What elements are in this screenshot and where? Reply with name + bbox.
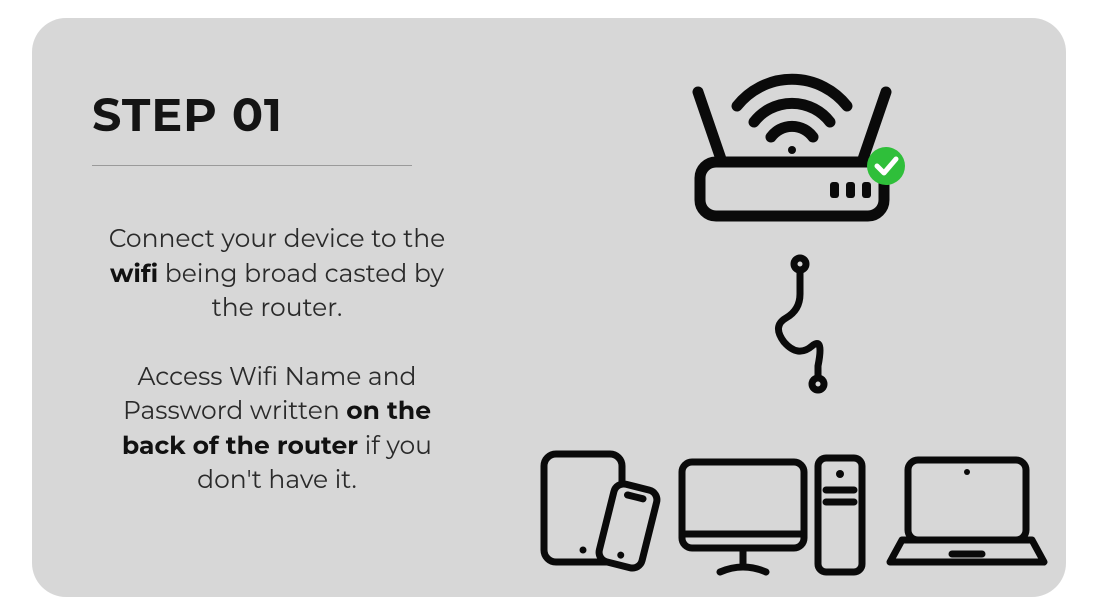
p1-bold: wifi [110, 259, 158, 289]
router-icon [662, 44, 922, 234]
illustration-column [532, 44, 1052, 584]
p1-post: being broad casted by the router. [158, 259, 444, 324]
title-divider [92, 165, 412, 166]
laptop-icon [882, 444, 1052, 574]
paragraph-1: Connect your device to the wifi being br… [92, 222, 462, 326]
step-card: STEP 01 Connect your device to the wifi … [32, 18, 1066, 597]
paragraph-2: Access Wifi Name and Password written on… [92, 360, 462, 498]
devices-row [532, 424, 1052, 574]
step-title: STEP 01 [92, 86, 462, 143]
text-column: STEP 01 Connect your device to the wifi … [92, 86, 462, 498]
desktop-icon [672, 444, 872, 574]
tablet-phone-icon [532, 444, 662, 574]
connector-icon [770, 254, 830, 394]
p1-pre: Connect your device to the [109, 224, 446, 254]
